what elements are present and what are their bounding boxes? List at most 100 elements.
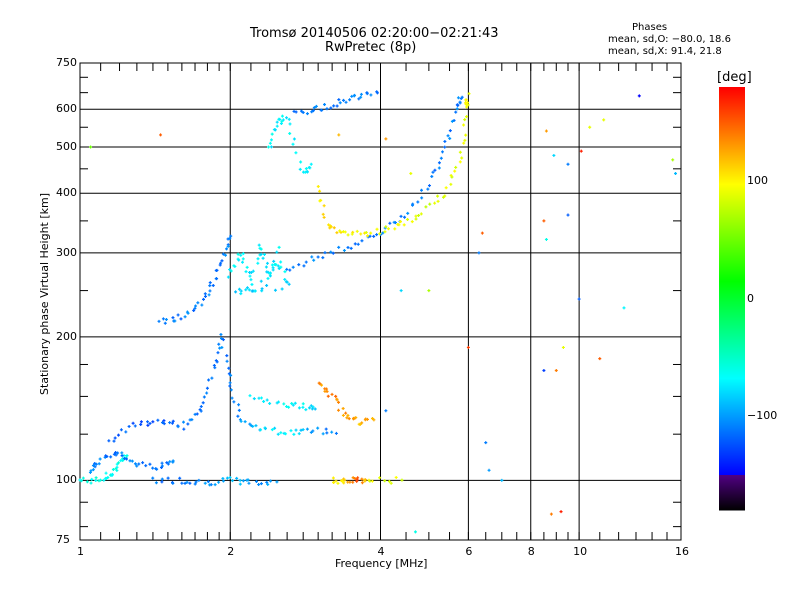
data-point bbox=[228, 476, 232, 480]
colorbar-segment bbox=[719, 415, 745, 417]
colorbar-segment bbox=[719, 502, 745, 504]
data-point bbox=[467, 92, 471, 96]
colorbar-segment bbox=[719, 235, 745, 237]
data-point bbox=[353, 93, 357, 97]
data-point bbox=[577, 297, 581, 301]
colorbar-segment bbox=[719, 189, 745, 191]
colorbar-segment bbox=[719, 173, 745, 175]
data-point bbox=[378, 476, 382, 480]
data-point bbox=[346, 414, 350, 418]
colorbar-segment bbox=[719, 298, 745, 300]
colorbar-segment bbox=[719, 454, 745, 456]
colorbar-segment bbox=[719, 127, 745, 129]
colorbar-segment bbox=[719, 292, 745, 294]
data-point bbox=[89, 469, 93, 473]
colorbar-segment bbox=[719, 462, 745, 464]
data-point bbox=[299, 109, 303, 113]
colorbar-segment bbox=[719, 433, 745, 435]
data-point bbox=[171, 460, 175, 464]
data-point bbox=[236, 414, 240, 418]
data-point bbox=[348, 98, 352, 102]
data-point bbox=[266, 482, 270, 486]
colorbar-segment bbox=[719, 106, 745, 108]
colorbar-segment bbox=[719, 485, 745, 487]
colorbar-segment bbox=[719, 390, 745, 392]
data-point bbox=[372, 234, 376, 238]
colorbar-segment bbox=[719, 251, 745, 253]
colorbar-segment bbox=[719, 430, 745, 432]
data-point bbox=[321, 432, 325, 436]
data-point bbox=[125, 454, 129, 458]
colorbar-segment bbox=[719, 187, 745, 189]
colorbar-segment bbox=[719, 219, 745, 221]
data-point bbox=[280, 114, 284, 118]
colorbar-segment bbox=[719, 419, 745, 421]
colorbar-segment bbox=[719, 220, 745, 222]
data-point bbox=[275, 124, 279, 128]
data-point bbox=[325, 390, 329, 394]
colorbar-segment bbox=[719, 88, 745, 90]
data-point bbox=[254, 480, 258, 484]
x-tick-label: 8 bbox=[527, 545, 535, 558]
colorbar-segment bbox=[719, 341, 745, 343]
data-point bbox=[338, 229, 342, 233]
colorbar-segment bbox=[719, 121, 745, 123]
data-point bbox=[277, 267, 281, 271]
colorbar-segment bbox=[719, 483, 745, 485]
data-point bbox=[200, 303, 204, 307]
data-point bbox=[135, 464, 139, 468]
colorbar-segment bbox=[719, 218, 745, 220]
data-point bbox=[332, 226, 336, 230]
colorbar-segment bbox=[719, 145, 745, 147]
colorbar-segment bbox=[719, 345, 745, 347]
colorbar-segment bbox=[719, 475, 745, 477]
data-point bbox=[275, 480, 279, 484]
colorbar-segment bbox=[719, 405, 745, 407]
colorbar-segment bbox=[719, 202, 745, 204]
x-tick-label: 10 bbox=[573, 545, 588, 558]
data-point bbox=[133, 462, 137, 466]
data-point bbox=[261, 256, 265, 260]
colorbar-segment bbox=[719, 353, 745, 355]
data-point bbox=[102, 478, 106, 482]
colorbar-segment bbox=[719, 364, 745, 366]
data-point bbox=[309, 404, 313, 408]
data-point bbox=[93, 462, 97, 466]
colorbar-segment bbox=[719, 282, 745, 284]
data-point bbox=[257, 483, 261, 487]
colorbar-segment bbox=[719, 436, 745, 438]
data-point bbox=[148, 462, 152, 466]
data-point bbox=[228, 384, 232, 388]
colorbar-segment bbox=[719, 136, 745, 138]
data-point bbox=[323, 251, 327, 255]
colorbar-segment bbox=[719, 223, 745, 225]
data-point bbox=[637, 94, 641, 98]
colorbar-segment bbox=[719, 194, 745, 196]
data-point bbox=[203, 294, 207, 298]
data-point bbox=[302, 170, 305, 174]
colorbar-segment bbox=[719, 123, 745, 125]
colorbar-segment bbox=[719, 370, 745, 372]
colorbar-segment bbox=[719, 248, 745, 250]
data-point bbox=[275, 120, 279, 124]
data-point bbox=[278, 117, 282, 121]
colorbar-segment bbox=[719, 340, 745, 342]
data-point bbox=[381, 231, 385, 235]
data-point bbox=[588, 125, 592, 129]
colorbar-segment bbox=[719, 193, 745, 195]
data-point bbox=[160, 421, 164, 425]
data-point bbox=[337, 133, 341, 137]
colorbar-segment bbox=[719, 387, 745, 389]
data-point bbox=[345, 416, 349, 420]
colorbar-segment bbox=[719, 463, 745, 465]
colorbar-segment bbox=[719, 270, 745, 272]
colorbar-segment bbox=[719, 277, 745, 279]
data-point bbox=[301, 402, 305, 406]
data-point bbox=[116, 433, 120, 437]
data-point bbox=[263, 427, 267, 431]
colorbar-segment bbox=[719, 459, 745, 461]
data-point bbox=[166, 462, 170, 466]
data-point bbox=[219, 332, 223, 336]
colorbar-segment bbox=[719, 128, 745, 130]
data-point bbox=[322, 204, 326, 208]
